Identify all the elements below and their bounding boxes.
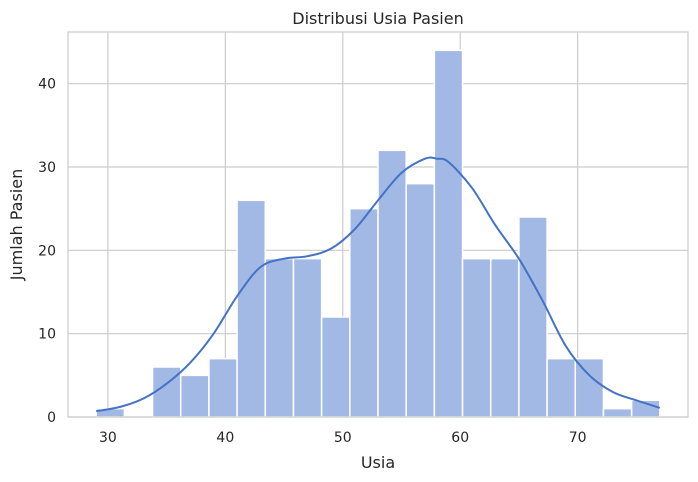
histogram-bar bbox=[489, 257, 520, 418]
histogram-bar bbox=[236, 199, 267, 418]
x-tick-labels: 30 40 50 60 70 bbox=[99, 430, 587, 446]
y-tick-label: 30 bbox=[38, 160, 56, 176]
histogram-bar bbox=[518, 216, 548, 418]
histogram-bar bbox=[320, 316, 351, 418]
chart-title: Distribusi Usia Pasien bbox=[292, 9, 463, 28]
histogram-bar bbox=[574, 357, 605, 418]
plot-frame bbox=[67, 31, 689, 418]
histogram-bar bbox=[179, 374, 210, 418]
histogram-bars bbox=[95, 49, 661, 418]
x-tick-label: 50 bbox=[334, 430, 352, 446]
y-tick-labels: 0 10 20 30 40 bbox=[38, 77, 56, 426]
x-tick-label: 30 bbox=[99, 430, 117, 446]
histogram-bar bbox=[349, 207, 379, 418]
histogram-bar bbox=[461, 257, 492, 418]
y-axis-label: Jumlah Pasien bbox=[7, 169, 26, 281]
y-tick-label: 0 bbox=[47, 410, 56, 426]
x-tick-label: 40 bbox=[216, 430, 234, 446]
kde-curve bbox=[96, 156, 661, 413]
y-tick-label: 10 bbox=[38, 327, 56, 343]
histogram-bar bbox=[264, 257, 295, 418]
x-tick-label: 70 bbox=[569, 430, 587, 446]
histogram-bar bbox=[546, 357, 577, 418]
histogram-bar bbox=[377, 149, 407, 418]
x-tick-label: 60 bbox=[451, 430, 469, 446]
histogram-bar bbox=[208, 357, 238, 418]
x-axis-label: Usia bbox=[361, 453, 395, 472]
histogram-bar bbox=[405, 182, 436, 418]
y-tick-label: 40 bbox=[38, 77, 56, 93]
density-curve-layer bbox=[96, 156, 661, 413]
histogram-bar bbox=[602, 407, 633, 418]
histogram-bar bbox=[433, 49, 464, 418]
y-tick-label: 20 bbox=[38, 243, 56, 259]
histogram-bar bbox=[292, 257, 323, 418]
